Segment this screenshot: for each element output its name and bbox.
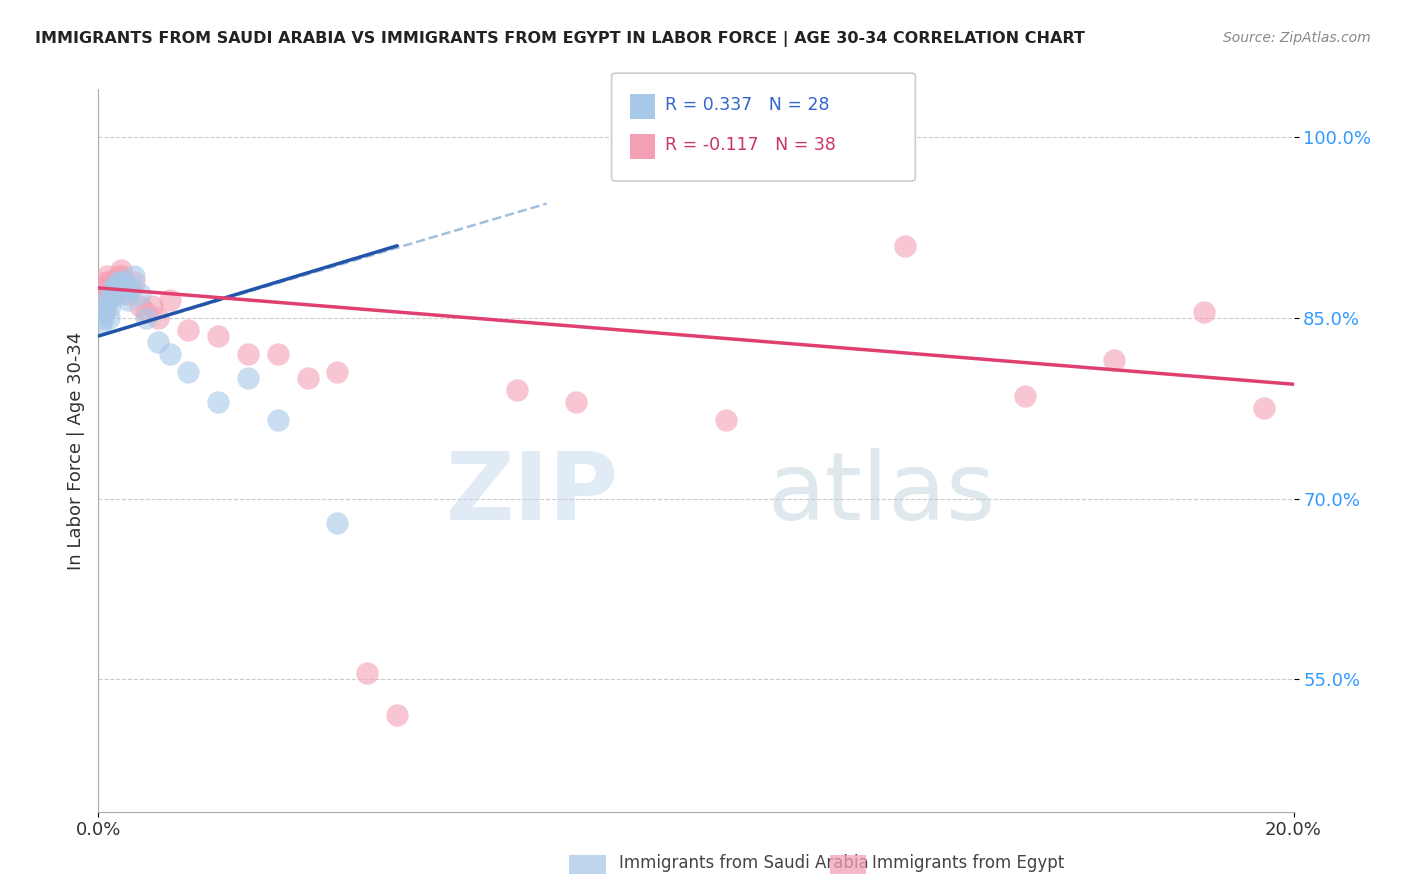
Point	[120, 281, 142, 295]
Point	[894, 238, 917, 253]
Point	[93, 305, 115, 319]
Point	[385, 708, 409, 723]
Point	[135, 310, 157, 325]
Point	[94, 275, 117, 289]
Point	[124, 268, 146, 283]
Point	[714, 413, 737, 427]
Point	[110, 281, 132, 295]
Point	[207, 329, 229, 343]
Text: R = 0.337   N = 28: R = 0.337 N = 28	[665, 96, 830, 114]
Point	[297, 371, 319, 385]
Point	[129, 286, 152, 301]
Point	[1104, 353, 1126, 368]
Point	[105, 286, 128, 301]
Point	[108, 275, 131, 289]
Text: atlas: atlas	[768, 448, 995, 540]
Point	[100, 286, 122, 301]
Point	[267, 413, 290, 427]
Point	[103, 281, 125, 295]
Y-axis label: In Labor Force | Age 30-34: In Labor Force | Age 30-34	[66, 331, 84, 570]
Text: Immigrants from Saudi Arabia: Immigrants from Saudi Arabia	[619, 855, 869, 872]
Point	[111, 268, 134, 283]
Point	[104, 281, 127, 295]
Point	[90, 293, 112, 307]
Point	[236, 371, 259, 385]
Point	[108, 275, 131, 289]
Point	[98, 281, 122, 295]
Point	[107, 275, 129, 289]
Text: Source: ZipAtlas.com: Source: ZipAtlas.com	[1223, 31, 1371, 45]
Point	[91, 286, 114, 301]
Point	[124, 275, 146, 289]
Point	[129, 299, 152, 313]
Point	[207, 395, 229, 409]
Point	[96, 293, 118, 307]
Point	[103, 275, 125, 289]
Point	[114, 281, 136, 295]
Point	[117, 286, 139, 301]
Point	[111, 286, 134, 301]
Point	[107, 268, 129, 283]
Point	[141, 299, 163, 313]
Point	[98, 310, 121, 325]
Point	[90, 317, 112, 331]
Point	[110, 263, 132, 277]
Point	[96, 268, 118, 283]
Point	[565, 395, 588, 409]
Point	[117, 293, 139, 307]
Point	[93, 281, 115, 295]
Text: R = -0.117   N = 38: R = -0.117 N = 38	[665, 136, 837, 154]
Point	[135, 305, 157, 319]
Text: ZIP: ZIP	[446, 448, 619, 540]
Point	[326, 365, 349, 379]
Point	[98, 299, 122, 313]
Text: Immigrants from Egypt: Immigrants from Egypt	[872, 855, 1064, 872]
Point	[506, 384, 529, 398]
Point	[148, 334, 170, 349]
Point	[94, 299, 117, 313]
Point	[105, 281, 128, 295]
Point	[267, 347, 290, 361]
Point	[1192, 305, 1215, 319]
Point	[104, 286, 127, 301]
Text: IMMIGRANTS FROM SAUDI ARABIA VS IMMIGRANTS FROM EGYPT IN LABOR FORCE | AGE 30-34: IMMIGRANTS FROM SAUDI ARABIA VS IMMIGRAN…	[35, 31, 1085, 47]
Point	[91, 310, 114, 325]
Point	[177, 365, 200, 379]
Point	[326, 516, 349, 530]
Point	[1253, 401, 1275, 416]
Point	[1014, 389, 1036, 403]
Point	[98, 275, 121, 289]
Point	[356, 666, 378, 681]
Point	[148, 310, 170, 325]
Point	[114, 275, 136, 289]
Point	[177, 323, 200, 337]
Point	[159, 347, 181, 361]
Point	[159, 293, 181, 307]
Point	[236, 347, 259, 361]
